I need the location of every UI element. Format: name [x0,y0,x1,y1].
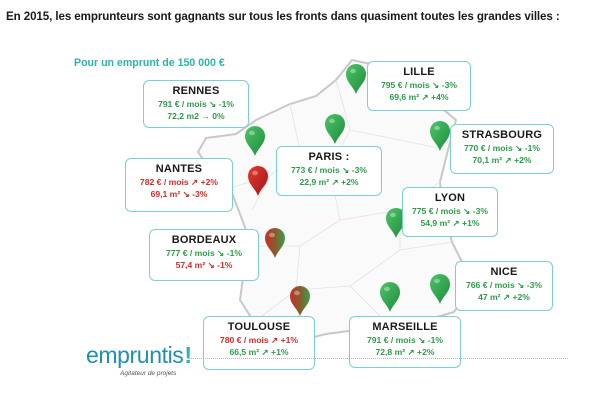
city-card-marseille: MARSEILLE 791 € / mois ↘ -1% 72,8 m² ↗ +… [349,316,461,368]
monthly-payment: 780 € / mois ↗ +1% [219,335,299,345]
living-area: 70,1 m² ↗ +2% [472,155,532,165]
city-name: MARSEILLE [372,321,438,333]
monthly-payment: 766 € / mois ↘ -3% [466,280,542,290]
map-pin-nice[interactable] [430,274,450,304]
monthly-payment: 775 € / mois ↘ -3% [412,206,488,216]
logo-tagline: Agitateur de projets [120,370,177,377]
map-pin-highlight [252,170,258,176]
map-pin-highlight [390,212,396,218]
city-card-nice: NICE 766 € / mois ↘ -3% 47 m² ↗ +2% [455,261,553,311]
living-area: 22,9 m² ↗ +2% [299,177,359,187]
map-pin-paris[interactable] [325,114,345,144]
city-card-paris: PARIS : 773 € / mois ↘ -3% 22,9 m² ↗ +2% [276,146,382,196]
map-pin-nantes[interactable] [248,166,268,196]
monthly-payment: 777 € / mois ↘ -1% [166,248,242,258]
map-pin-toulouse[interactable] [290,286,310,316]
monthly-payment: 770 € / mois ↘ -1% [464,143,540,153]
city-card-rennes: RENNES 791 € / mois ↘ -1% 72,2 m2 → 0% [143,80,249,128]
footer-divider [188,358,568,359]
monthly-payment: 791 € / mois ↘ -1% [367,335,443,345]
map-pin-highlight [329,118,335,124]
map-pin-highlight [434,278,440,284]
logo-mark: ! [184,342,192,368]
monthly-payment: 791 € / mois ↘ -1% [158,99,234,109]
map-pin-rennes[interactable] [245,126,265,156]
living-area: 47 m² ↗ +2% [478,292,530,302]
living-area: 57,4 m² ↘ -1% [175,260,233,270]
living-area: 72,2 m2 → 0% [167,111,225,121]
living-area: 54,9 m² ↗ +1% [420,218,480,228]
headline: En 2015, les emprunteurs sont gagnants s… [6,10,560,23]
subhead: Pour un emprunt de 150 000 € [74,57,225,69]
city-name: BORDEAUX [171,234,237,246]
city-name: STRASBOURG [461,129,543,141]
city-name: NANTES [155,163,203,175]
map-pin-highlight [294,290,300,296]
map-pin-highlight [350,68,356,74]
living-area: 72,8 m² ↗ +2% [375,347,435,357]
city-card-toulouse: TOULOUSE 780 € / mois ↗ +1% 66,5 m² ↗ +1… [203,316,315,370]
city-card-lyon: LYON 775 € / mois ↘ -3% 54,9 m² ↗ +1% [402,187,498,237]
map-pin-lille[interactable] [346,64,366,94]
city-name: RENNES [172,85,220,97]
monthly-payment: 782 € / mois ↗ +2% [139,177,219,187]
city-name: LILLE [403,66,435,78]
living-area: 69,6 m² ↗ +4% [389,92,449,102]
living-area: 69,1 m² ↘ -3% [150,189,208,199]
monthly-payment: 795 € / mois ↘ -3% [381,80,457,90]
city-card-nantes: NANTES 782 € / mois ↗ +2% 69,1 m² ↘ -3% [125,158,233,212]
map-pin-strasbourg[interactable] [430,121,450,151]
logo-text: empruntis [86,342,184,368]
city-card-strasbourg: STRASBOURG 770 € / mois ↘ -1% 70,1 m² ↗ … [450,124,554,174]
city-name: TOULOUSE [227,321,291,333]
city-card-bordeaux: BORDEAUX 777 € / mois ↘ -1% 57,4 m² ↘ -1… [149,229,259,281]
monthly-payment: 773 € / mois ↘ -3% [291,165,367,175]
map-pin-highlight [269,232,275,238]
city-card-lille: LILLE 795 € / mois ↘ -3% 69,6 m² ↗ +4% [367,61,471,111]
city-name: PARIS : [308,151,350,163]
city-name: NICE [490,266,518,278]
map-pin-bordeaux[interactable] [265,228,285,258]
map-pin-lyon[interactable] [386,208,406,238]
map-pin-highlight [384,286,390,292]
living-area: 66,5 m² ↗ +1% [229,347,289,357]
empruntis-logo[interactable]: empruntis! [86,342,192,369]
map-pin-highlight [249,130,255,136]
city-name: LYON [434,192,466,204]
map-pin-marseille[interactable] [380,282,400,312]
map-pin-highlight [434,125,440,131]
